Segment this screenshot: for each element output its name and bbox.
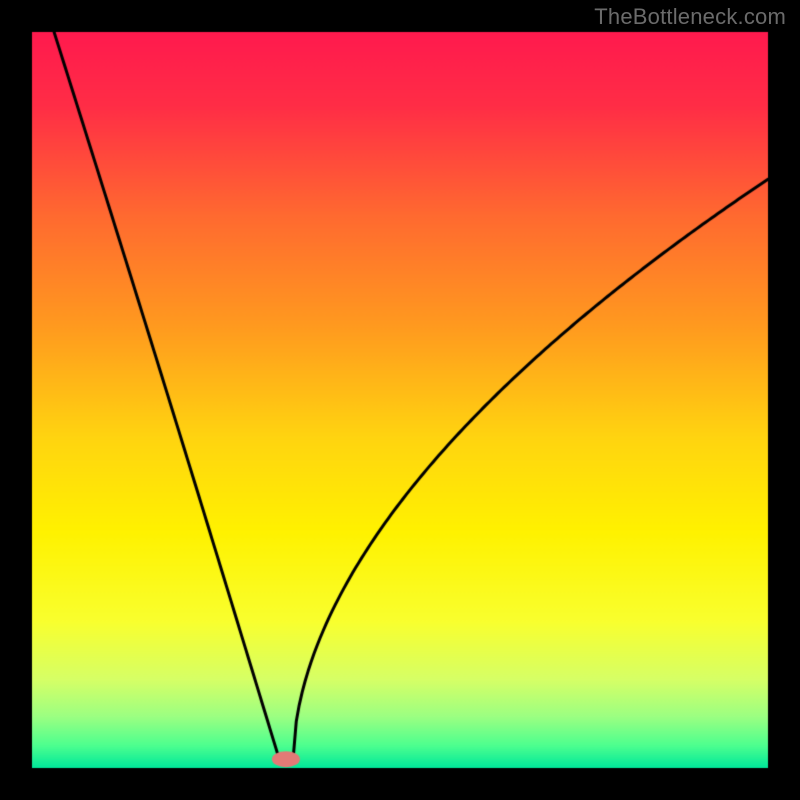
chart-frame: TheBottleneck.com: [0, 0, 800, 800]
watermark-text: TheBottleneck.com: [594, 4, 786, 30]
bottleneck-chart-canvas: [0, 0, 800, 800]
